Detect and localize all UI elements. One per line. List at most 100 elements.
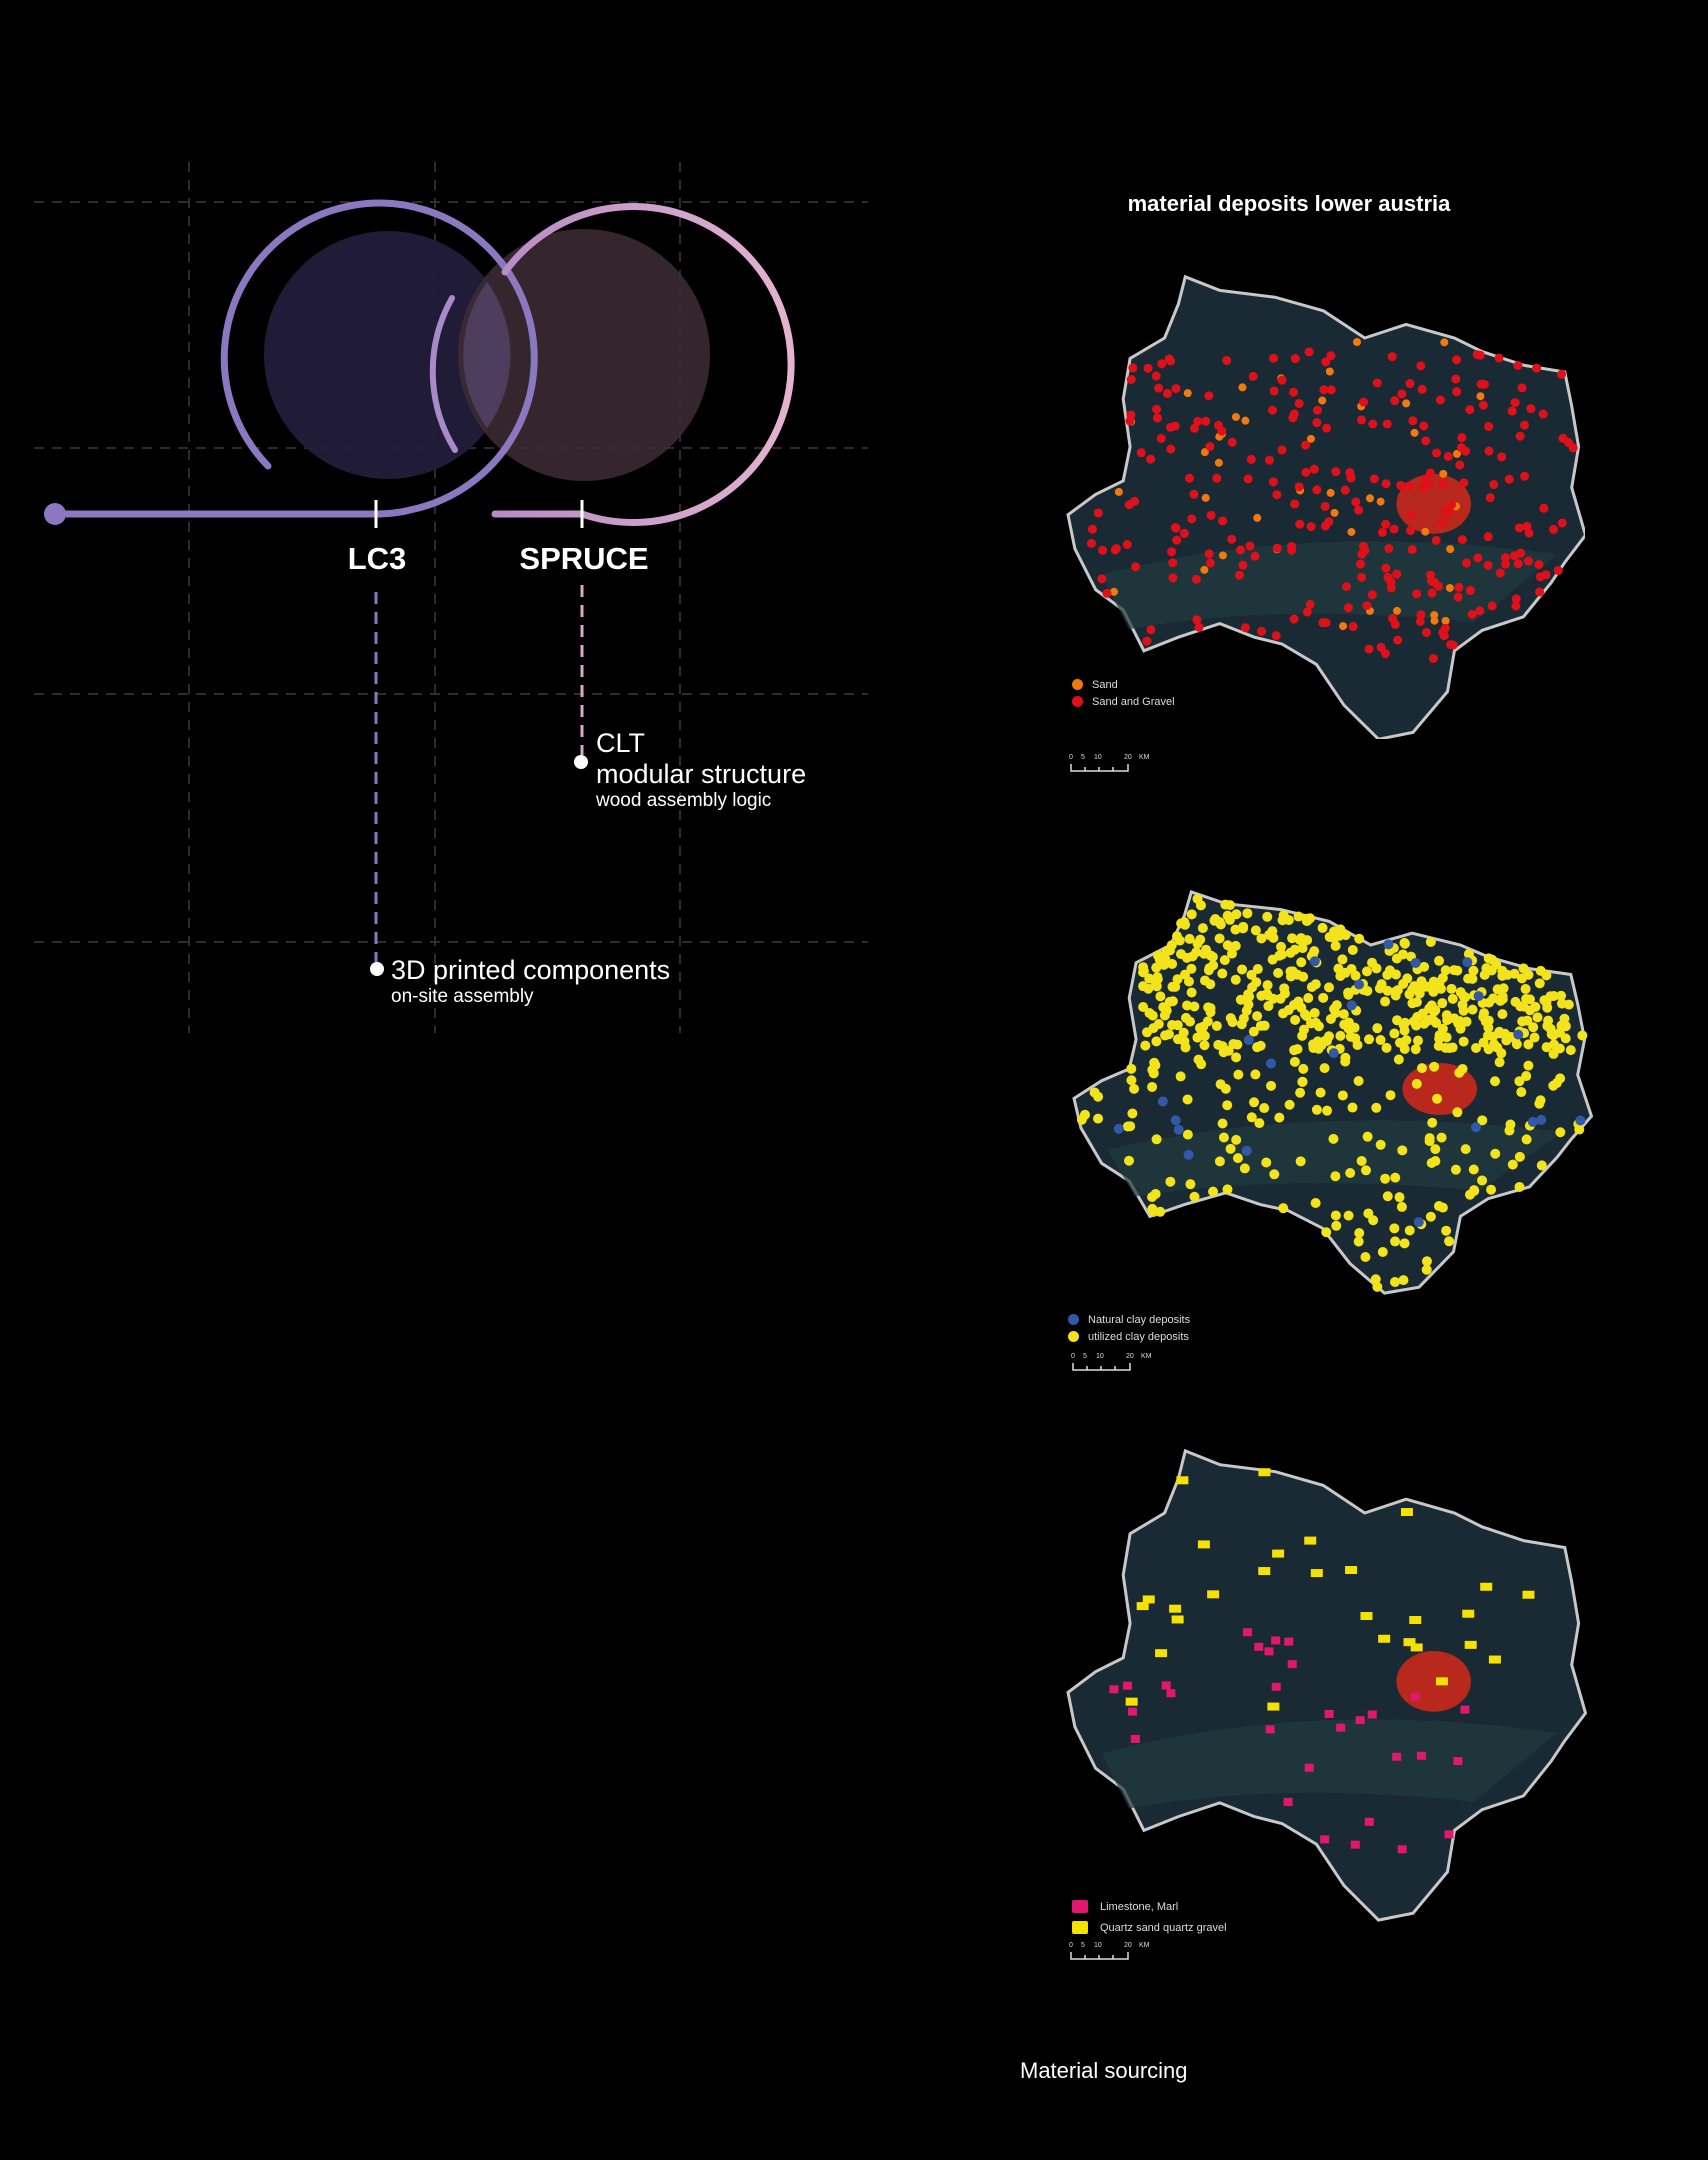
sand-deposit bbox=[1231, 412, 1240, 421]
limestone-deposit bbox=[1304, 1763, 1314, 1772]
lc3-output: 3D printed components on-site assembly bbox=[391, 955, 670, 1008]
utilized-clay-deposit bbox=[1207, 951, 1218, 962]
utilized-clay-deposit bbox=[1262, 911, 1273, 922]
utilized-clay-deposit bbox=[1370, 1274, 1381, 1285]
sand-deposit bbox=[1183, 389, 1192, 398]
utilized-clay-deposit bbox=[1523, 969, 1534, 980]
natural-clay-deposit bbox=[1575, 1115, 1586, 1126]
sand-gravel-deposit bbox=[1372, 378, 1382, 388]
sand-gravel-deposit bbox=[1130, 496, 1140, 506]
utilized-clay-deposit bbox=[1534, 978, 1545, 989]
utilized-clay-deposit bbox=[1509, 968, 1520, 979]
limestone-deposit bbox=[1453, 1757, 1463, 1766]
utilized-clay-deposit bbox=[1416, 976, 1427, 987]
sand-gravel-deposit bbox=[1489, 480, 1499, 490]
sand-gravel-deposit bbox=[1245, 541, 1255, 551]
natural-clay-deposit bbox=[1410, 957, 1421, 968]
utilized-clay-deposit bbox=[1214, 1156, 1225, 1167]
sand-deposit bbox=[1440, 338, 1449, 347]
utilized-clay-deposit bbox=[1434, 955, 1445, 966]
utilized-clay-deposit bbox=[1322, 1035, 1333, 1046]
sand-gravel-deposit bbox=[1513, 360, 1523, 370]
natural-clay-deposit bbox=[1309, 956, 1320, 967]
sand-gravel-deposit bbox=[1475, 606, 1485, 616]
utilized-clay-deposit bbox=[1231, 909, 1242, 920]
quartz-deposit bbox=[1435, 1677, 1448, 1686]
sand-gravel-deposit bbox=[1102, 588, 1112, 598]
spruce-spiral bbox=[491, 203, 795, 526]
utilized-clay-deposit bbox=[1164, 945, 1175, 956]
utilized-clay-deposit bbox=[1147, 1010, 1158, 1021]
utilized-clay-deposit bbox=[1514, 1151, 1525, 1162]
utilized-clay-deposit bbox=[1126, 1063, 1137, 1074]
quartz-deposit bbox=[1258, 1468, 1271, 1477]
natural-clay-deposit bbox=[1157, 1096, 1168, 1107]
sand-gravel-swatch bbox=[1072, 696, 1083, 707]
utilized-clay-deposit bbox=[1302, 935, 1313, 946]
sand-gravel-deposit bbox=[1322, 423, 1332, 433]
utilized-clay-deposit bbox=[1377, 1247, 1388, 1258]
utilized-clay-deposit bbox=[1565, 1045, 1576, 1056]
quartz-deposit bbox=[1267, 1702, 1280, 1711]
sand-gravel-deposit bbox=[1222, 355, 1232, 365]
utilized-clay-deposit bbox=[1371, 963, 1382, 974]
sand-gravel-deposit bbox=[1346, 473, 1356, 483]
utilized-clay-deposit bbox=[1556, 990, 1567, 1001]
sand-gravel-deposit bbox=[1434, 581, 1444, 591]
sand-gravel-deposit bbox=[1473, 553, 1483, 563]
utilized-clay-deposit bbox=[1226, 948, 1237, 959]
utilized-clay-deposit bbox=[1425, 1211, 1436, 1222]
utilized-clay-deposit bbox=[1381, 1042, 1392, 1053]
legend-utilized-clay: utilized clay deposits bbox=[1088, 1330, 1189, 1343]
utilized-clay-deposit bbox=[1143, 983, 1154, 994]
utilized-clay-deposit bbox=[1324, 982, 1335, 993]
utilized-clay-deposit bbox=[1454, 1067, 1465, 1078]
sand-gravel-deposit bbox=[1157, 359, 1167, 369]
sand-gravel-deposit bbox=[1319, 385, 1329, 395]
utilized-clay-deposit bbox=[1521, 1134, 1532, 1145]
sand-gravel-deposit bbox=[1288, 413, 1298, 423]
utilized-clay-deposit bbox=[1225, 1013, 1236, 1024]
utilized-clay-deposit bbox=[1548, 991, 1559, 1002]
utilized-clay-deposit bbox=[1516, 1087, 1527, 1098]
utilized-clay-deposit bbox=[1301, 913, 1312, 924]
quartz-deposit bbox=[1400, 1508, 1413, 1517]
legend-map2: Natural clay deposits utilized clay depo… bbox=[1068, 1311, 1190, 1345]
limestone-deposit bbox=[1264, 1647, 1274, 1656]
sand-deposit bbox=[1347, 527, 1356, 536]
utilized-clay-deposit bbox=[1093, 1113, 1104, 1124]
sand-gravel-deposit bbox=[1455, 460, 1465, 470]
natural-clay-deposit bbox=[1243, 1035, 1254, 1046]
sand-gravel-deposit bbox=[1289, 614, 1299, 624]
utilized-clay-deposit bbox=[1536, 1160, 1547, 1171]
utilized-clay-deposit bbox=[1432, 1093, 1443, 1104]
terrain-region bbox=[1101, 1719, 1557, 1809]
utilized-clay-deposit bbox=[1231, 1052, 1242, 1063]
natural-clay-deposit bbox=[1173, 1124, 1184, 1135]
utilized-clay-deposit bbox=[1215, 919, 1226, 930]
limestone-deposit bbox=[1243, 1628, 1253, 1637]
sand-gravel-deposit bbox=[1405, 379, 1415, 389]
sand-gravel-deposit bbox=[1324, 517, 1334, 527]
utilized-clay-deposit bbox=[1407, 998, 1418, 1009]
limestone-deposit bbox=[1355, 1716, 1365, 1725]
sand-gravel-deposit bbox=[1309, 464, 1319, 474]
utilized-clay-deposit bbox=[1321, 1227, 1332, 1238]
utilized-clay-deposit bbox=[1429, 1061, 1440, 1072]
legend-limestone: Limestone, Marl bbox=[1100, 1900, 1179, 1913]
sand-deposit bbox=[1253, 513, 1262, 522]
sand-gravel-deposit bbox=[1494, 353, 1504, 363]
overlap bbox=[463, 282, 511, 428]
quartz-deposit bbox=[1409, 1616, 1422, 1625]
sand-deposit bbox=[1109, 587, 1118, 596]
sand-gravel-deposit bbox=[1432, 448, 1442, 458]
sand-gravel-deposit bbox=[1358, 541, 1368, 551]
utilized-clay-deposit bbox=[1319, 1063, 1330, 1074]
sand-gravel-deposit bbox=[1162, 388, 1172, 398]
natural-clay-deposit bbox=[1328, 1048, 1339, 1059]
utilized-clay-deposit bbox=[1126, 1075, 1137, 1086]
sand-gravel-deposit bbox=[1504, 474, 1514, 484]
sand-gravel-deposit bbox=[1238, 560, 1248, 570]
utilized-clay-deposit bbox=[1548, 1039, 1559, 1050]
sand-gravel-deposit bbox=[1097, 574, 1107, 584]
